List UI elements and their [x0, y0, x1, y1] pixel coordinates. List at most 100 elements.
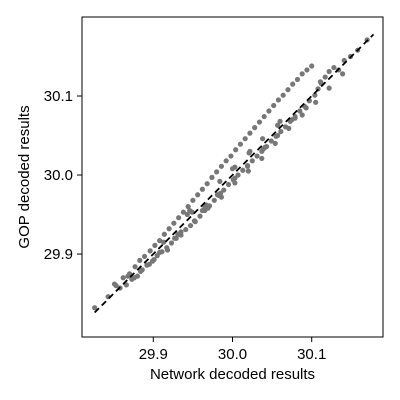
data-point	[278, 128, 284, 135]
data-point	[312, 92, 318, 98]
data-point	[285, 87, 291, 93]
data-point	[185, 204, 191, 210]
data-point	[233, 147, 239, 153]
data-point	[176, 215, 182, 221]
data-point	[151, 256, 157, 263]
data-point	[171, 220, 177, 226]
data-point	[187, 207, 193, 214]
data-point	[303, 105, 309, 111]
data-point	[191, 218, 198, 224]
data-point	[275, 132, 281, 139]
data-point	[190, 197, 196, 203]
data-point	[172, 235, 178, 241]
data-point	[260, 136, 266, 142]
data-point	[261, 113, 267, 120]
data-point	[322, 74, 328, 80]
data-point	[268, 138, 274, 144]
data-point	[280, 92, 286, 98]
data-point	[138, 268, 144, 275]
data-point	[262, 144, 268, 150]
data-point	[292, 115, 298, 121]
data-point	[245, 168, 251, 174]
data-point	[157, 238, 163, 244]
data-point	[286, 125, 292, 132]
data-point	[229, 166, 236, 172]
data-point	[252, 125, 258, 131]
data-point	[299, 71, 305, 77]
data-point	[113, 283, 119, 289]
y-axis-label: GOP decoded results	[16, 105, 33, 248]
data-point	[218, 194, 225, 200]
data-point	[187, 222, 194, 229]
x-tick-label: 30.1	[297, 346, 326, 363]
data-point	[309, 63, 315, 69]
data-point	[218, 163, 225, 169]
data-point	[147, 248, 153, 254]
data-point	[175, 231, 181, 237]
y-axis: 29.9 30.0 30.1	[44, 88, 82, 263]
data-point	[277, 118, 283, 124]
data-point	[232, 175, 238, 181]
y-tick-label: 29.9	[44, 246, 73, 263]
data-point	[240, 167, 246, 173]
data-point	[123, 282, 129, 288]
data-point	[304, 67, 310, 73]
data-point	[290, 81, 296, 87]
data-point	[254, 153, 260, 159]
data-point	[199, 186, 205, 192]
data-point	[120, 275, 126, 281]
data-point	[223, 158, 229, 164]
data-point	[164, 247, 171, 253]
data-point	[180, 209, 186, 215]
data-point	[131, 275, 137, 281]
data-point	[249, 158, 255, 164]
data-point	[152, 242, 158, 248]
data-point	[331, 64, 337, 71]
data-point	[326, 68, 332, 75]
data-point	[202, 204, 208, 210]
data-point	[92, 305, 98, 311]
data-point	[294, 76, 301, 83]
data-point	[299, 112, 305, 118]
data-point	[271, 102, 277, 109]
x-tick-label: 30.0	[218, 346, 247, 363]
data-point	[259, 155, 265, 162]
data-point	[160, 239, 167, 245]
data-point	[275, 97, 282, 103]
data-point	[211, 197, 217, 203]
data-point	[217, 178, 223, 184]
data-point	[266, 108, 272, 114]
data-point	[317, 79, 324, 85]
data-point	[214, 192, 221, 198]
data-point	[275, 122, 281, 128]
data-point	[247, 130, 253, 136]
data-point	[242, 136, 248, 142]
data-point	[209, 174, 215, 180]
data-point	[225, 181, 232, 188]
data-point	[272, 140, 278, 147]
data-point	[141, 253, 148, 260]
data-point	[232, 180, 238, 186]
data-point	[235, 172, 241, 178]
data-point	[256, 119, 263, 125]
data-point	[199, 207, 205, 214]
y-tick-label: 30.0	[44, 167, 73, 184]
data-point	[244, 162, 251, 169]
data-point	[125, 273, 131, 279]
data-point	[214, 169, 220, 175]
data-point	[297, 108, 303, 114]
data-point	[204, 181, 210, 187]
data-point	[197, 213, 203, 219]
y-tick-label: 30.1	[44, 88, 73, 105]
data-point	[326, 85, 332, 91]
data-point	[221, 187, 227, 193]
reference-line	[94, 33, 375, 314]
data-point	[157, 249, 163, 256]
data-point	[183, 226, 189, 233]
data-point	[161, 231, 167, 237]
data-point	[228, 153, 234, 159]
data-point	[313, 99, 319, 105]
data-point	[137, 257, 143, 263]
